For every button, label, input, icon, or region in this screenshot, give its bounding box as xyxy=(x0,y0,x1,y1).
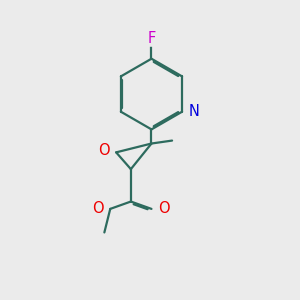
Text: O: O xyxy=(158,201,170,216)
Text: F: F xyxy=(147,31,156,46)
Text: O: O xyxy=(98,143,110,158)
Text: O: O xyxy=(92,201,104,216)
Text: N: N xyxy=(188,104,200,119)
